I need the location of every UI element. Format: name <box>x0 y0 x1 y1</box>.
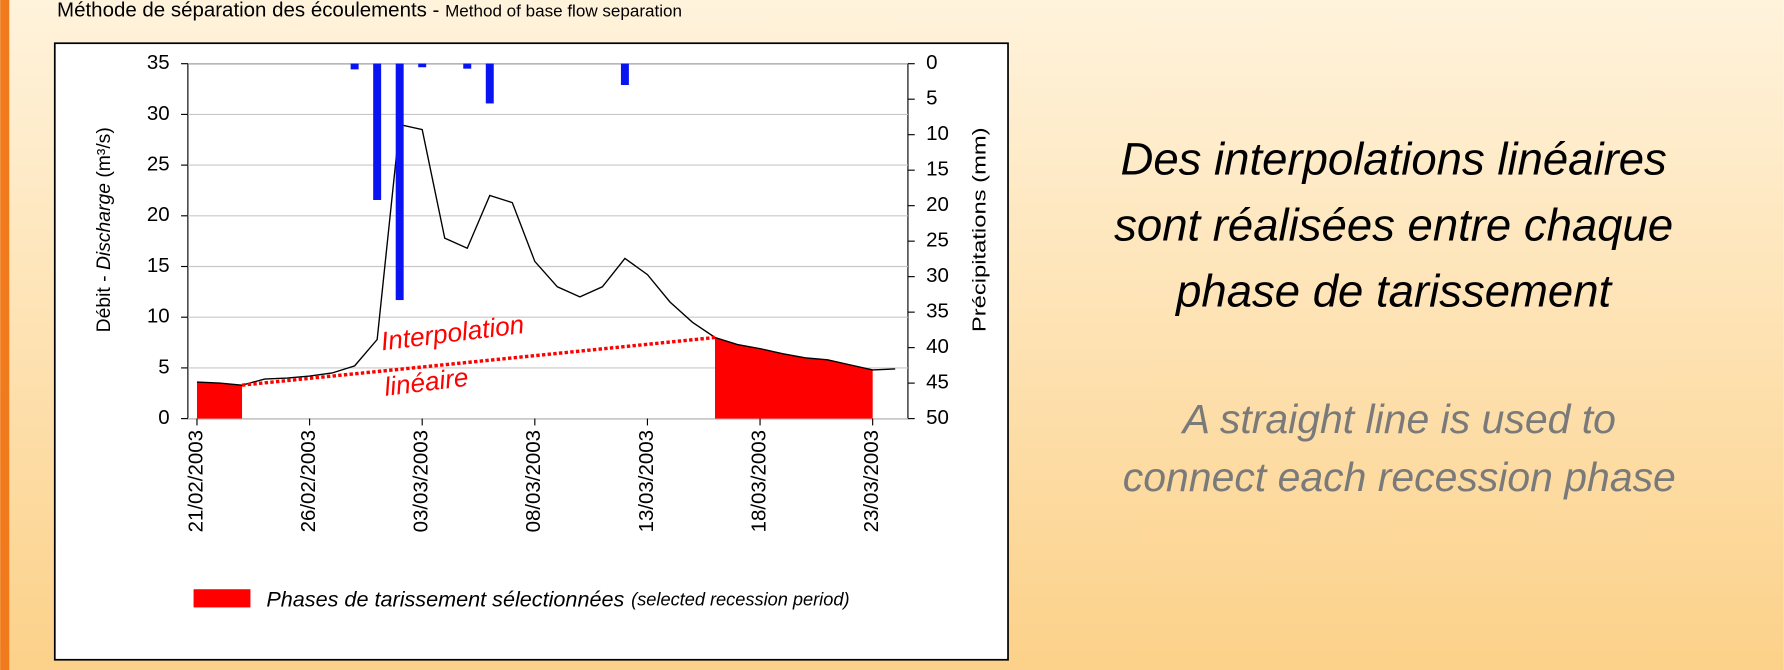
ylabel-part: (m³/s) <box>94 127 115 183</box>
y-tick-label: 0 <box>158 406 169 429</box>
recession-area <box>196 337 873 419</box>
y-axis-label: Débit - Discharge (m³/s) <box>94 127 115 332</box>
precip-bar <box>373 63 382 200</box>
precip-bar <box>485 63 494 104</box>
precip-bar <box>395 63 404 301</box>
y2-tick-label: 50 <box>926 406 949 429</box>
subtitle: Method of base flow separation <box>445 1 682 20</box>
y2-tick-label: 40 <box>926 335 949 358</box>
ylabel-part: Discharge <box>94 183 115 270</box>
legend-text: (selected recession period) <box>631 589 849 609</box>
x-tick-label: 18/03/2003 <box>747 430 770 532</box>
y2-tick-label: 5 <box>926 87 937 110</box>
chart-title: Méthode de séparation des écoulements - … <box>57 0 682 22</box>
y2-tick-label: 25 <box>926 229 949 252</box>
y-tick-label: 35 <box>147 51 170 74</box>
precip-bar <box>463 63 472 69</box>
y-tick-label: 25 <box>147 153 170 176</box>
ylabel-part: Débit - <box>94 270 115 332</box>
legend-swatch <box>193 589 251 608</box>
precip-bar <box>350 63 359 70</box>
side-text-fr: sont réalisées entre chaque <box>1114 200 1673 251</box>
side-text-fr: phase de tarissement <box>1174 266 1613 317</box>
x-tick-label: 21/02/2003 <box>184 430 207 532</box>
y2-tick-label: 20 <box>926 193 949 216</box>
discharge-line <box>196 123 896 386</box>
y2-tick-label: 10 <box>926 122 949 145</box>
x-tick-label: 23/03/2003 <box>860 430 883 532</box>
legend-text: Phases de tarissement sélectionnées <box>266 586 624 611</box>
y-tick-label: 15 <box>147 254 170 277</box>
y-tick-label: 10 <box>147 305 170 328</box>
side-text-en: A straight line is used to <box>1180 396 1616 442</box>
chart-frame <box>53 42 1009 661</box>
y2-tick-label: 0 <box>926 51 937 74</box>
side-text-fr: Des interpolations linéaires <box>1120 134 1666 185</box>
x-tick-label: 03/03/2003 <box>410 430 433 532</box>
precip-bar <box>620 63 629 85</box>
precip-bar <box>418 63 427 68</box>
y-tick-label: 30 <box>147 102 170 125</box>
side-strip <box>0 0 10 670</box>
y-tick-label: 5 <box>158 355 169 378</box>
y2-axis-label: Précipitations (mm) <box>970 127 990 332</box>
y2-tick-label: 15 <box>926 158 949 181</box>
side-text: Des interpolations linéaires sont réalisé… <box>1114 134 1676 500</box>
plot: 0 5 10 15 20 25 30 35 0 5 10 15 20 25 30 35 40 45 50 21/02/… <box>147 51 949 532</box>
y2-tick-label: 35 <box>926 300 949 323</box>
y2-tick-label: 45 <box>926 371 949 394</box>
y-tick-label: 20 <box>147 203 170 226</box>
y2-tick-label: 30 <box>926 264 949 287</box>
title: Méthode de séparation des écoulements - <box>57 0 445 22</box>
x-tick-label: 08/03/2003 <box>522 430 545 532</box>
x-tick-label: 13/03/2003 <box>635 430 658 532</box>
legend-entry: Phases de tarissement sélectionnées (sele… <box>266 586 849 611</box>
side-text-en: connect each recession phase <box>1123 454 1676 500</box>
x-tick-label: 26/02/2003 <box>297 430 320 532</box>
